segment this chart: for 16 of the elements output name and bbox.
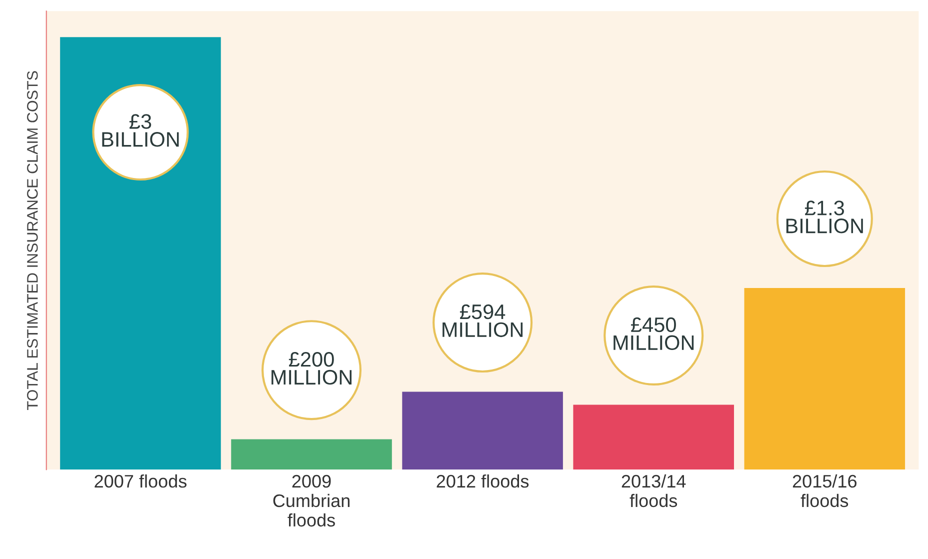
bar [231,439,392,470]
x-tick-label: 2015/16 floods [792,474,856,508]
annotation: £594 MILLION [442,304,523,338]
bar [744,288,906,470]
bar [60,37,221,470]
annotation: £1.3 BILLION [786,200,863,234]
x-tick-label: 2009 Cumbrian floods [273,474,350,527]
x-tick-label: 2007 floods [94,474,187,488]
x-tick-label: 2012 floods [436,474,529,488]
bar [573,404,734,470]
annotation: £450 MILLION [614,317,694,350]
annotation: £3 BILLION [102,114,179,147]
annotation: £200 MILLION [272,352,352,385]
y-axis-title: TOTAL ESTIMATED INSURANCE CLAIM COSTS [27,71,38,410]
bar [402,392,563,470]
x-tick-label: 2013/14 floods [622,474,686,508]
